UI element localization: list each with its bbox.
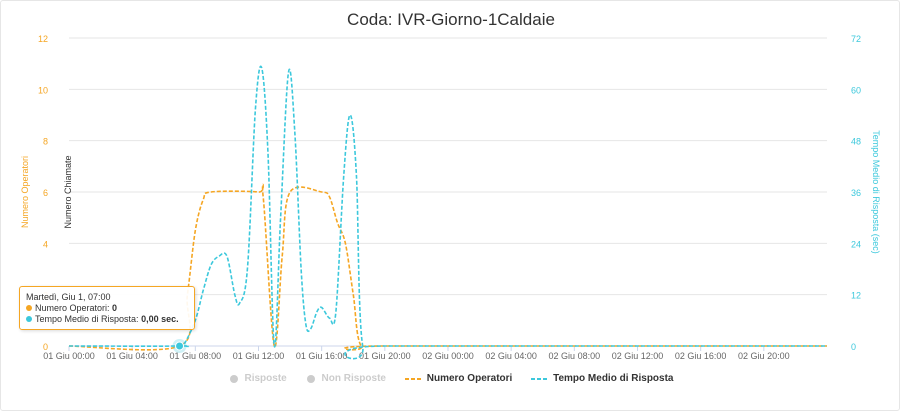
x-tick-label: 02 Giu 12:00 [612,351,664,361]
chart-legend: Risposte Non Risposte Numero Operatori T… [1,373,900,387]
tooltip-dot-operatori [26,305,32,311]
highlight-marker [175,341,185,351]
tooltip-label-tempo: Tempo Medio di Risposta: [35,314,142,324]
y-mid-axis-title: Numero Chiamate [63,155,73,228]
x-tick-label: 01 Giu 12:00 [233,351,285,361]
y-left-tick-label: 10 [38,85,48,95]
legend-label-numero-operatori: Numero Operatori [426,373,513,384]
y-left-tick-label: 4 [43,239,48,249]
y-right-tick-label: 60 [851,85,861,95]
y-left-axis-title: Numero Operatori [20,156,30,228]
y-right-tick-label: 36 [851,188,861,198]
legend-label-non-risposte: Non Risposte [321,373,386,384]
x-tick-label: 01 Giu 20:00 [359,351,411,361]
tooltip-label-operatori: Numero Operatori: [35,303,113,313]
x-tick-label: 01 Giu 16:00 [296,351,348,361]
x-tick-label: 02 Giu 00:00 [422,351,474,361]
x-tick-label: 01 Giu 04:00 [106,351,158,361]
chart-title: Coda: IVR-Giorno-1Caldaie [347,10,555,29]
x-tick-label: 02 Giu 20:00 [738,351,790,361]
x-tick-label: 02 Giu 08:00 [549,351,601,361]
tooltip-row-tempo: Tempo Medio di Risposta: 0,00 sec. [26,314,188,325]
legend-item-tempo-medio[interactable]: Tempo Medio di Risposta [531,373,674,384]
legend-dash-icon [404,377,421,380]
tooltip-value-tempo: 0,00 sec. [141,314,179,324]
legend-dot-icon [306,374,315,383]
legend-dot-icon [229,374,238,383]
series-line-tempo-medio-di-risposta [68,65,827,360]
tooltip-dot-tempo [26,316,32,322]
legend-item-risposte[interactable]: Risposte [229,373,287,384]
y-left-tick-label: 6 [43,188,48,198]
y-right-axis-title: Tempo Medio di Risposta (sec) [871,130,881,254]
x-tick-label: 02 Giu 04:00 [485,351,537,361]
tooltip-header: Martedì, Giu 1, 07:00 [26,292,111,302]
y-right-tick-label: 48 [851,137,861,147]
tooltip-value-operatori: 0 [112,303,118,313]
y-right-tick-label: 24 [851,239,861,249]
tooltip-row-operatori: Numero Operatori: 0 [26,303,188,314]
legend-label-tempo-medio: Tempo Medio di Risposta [553,373,674,384]
x-tick-label: 01 Giu 00:00 [43,351,95,361]
chart-tooltip: Martedì, Giu 1, 07:00 Numero Operatori: … [19,286,195,330]
legend-item-non-risposte[interactable]: Non Risposte [306,373,386,384]
y-right-tick-label: 12 [851,291,861,301]
y-right-tick-label: 0 [851,342,856,352]
y-right-tick-label: 72 [851,34,861,44]
y-left-tick-label: 8 [43,137,48,147]
y-left-tick-label: 12 [38,34,48,44]
y-left-tick-label: 0 [43,342,48,352]
legend-label-risposte: Risposte [244,373,287,384]
legend-item-numero-operatori[interactable]: Numero Operatori [404,373,513,384]
x-tick-label: 02 Giu 16:00 [675,351,727,361]
legend-dash-icon [531,377,548,380]
x-tick-label: 01 Giu 08:00 [170,351,222,361]
series-line-numero-operatori [68,183,827,351]
